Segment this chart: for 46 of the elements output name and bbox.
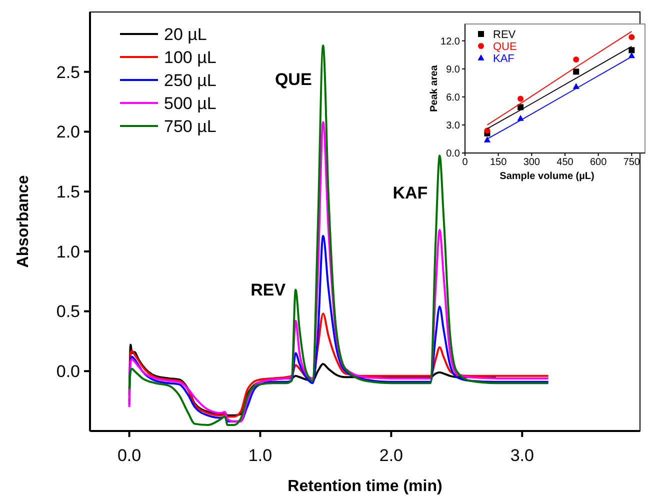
x-tick-label: 0	[462, 157, 468, 168]
legend-label: 500 µL	[164, 94, 216, 113]
line-series	[486, 30, 632, 126]
x-axis-title: Retention time (min)	[288, 478, 442, 495]
point	[484, 136, 491, 142]
point	[573, 68, 580, 75]
legend-label: REV	[493, 28, 516, 41]
line-series	[128, 234, 550, 422]
y-axis-title: Peak area	[429, 64, 440, 112]
y-tick-label: 9.0	[446, 64, 460, 76]
y-tick-label: 12.0	[440, 36, 460, 48]
x-tick-label: 150	[490, 157, 508, 168]
x-tick-label: 750	[623, 157, 640, 168]
point	[628, 34, 635, 40]
annotation: QUE	[274, 70, 312, 89]
x-tick-label: 2.0	[379, 446, 404, 465]
x-tick-label: 450	[556, 157, 574, 168]
y-tick-label: 0.5	[56, 302, 80, 322]
y-tick-label: 6.0	[446, 92, 460, 104]
point	[573, 56, 580, 63]
x-tick-label: 600	[590, 157, 608, 168]
legend-label: KAF	[493, 52, 515, 65]
y-axis-title: Absorbance	[15, 175, 32, 268]
legend-label: 100 µL	[164, 48, 216, 67]
y-tick-label: 2.5	[56, 62, 80, 82]
point	[484, 128, 490, 134]
annotation: REV	[250, 280, 286, 300]
y-tick-label: 1.5	[56, 182, 80, 202]
x-tick-label: 300	[523, 157, 540, 168]
line-series	[128, 312, 550, 418]
legend-label: 750 µL	[164, 116, 216, 136]
x-tick-label: 1.0	[248, 446, 272, 465]
legend-label: 250 µL	[164, 70, 216, 90]
x-tick-label: 0.0	[117, 446, 142, 465]
legend-label: QUE	[493, 40, 517, 53]
y-tick-label: 1.0	[56, 242, 80, 262]
annotation: KAF	[392, 184, 428, 203]
y-tick-label: 0.0	[446, 148, 460, 160]
point	[628, 47, 635, 54]
x-tick-label: 3.0	[510, 446, 534, 465]
y-tick-label: 3.0	[446, 120, 460, 132]
point	[518, 96, 524, 102]
y-tick-label: 2.0	[56, 122, 80, 142]
y-tick-label: 0.0	[56, 362, 80, 382]
x-axis-title: Sample volume (µL)	[500, 171, 594, 182]
legend-label: 20 µL	[164, 24, 207, 44]
